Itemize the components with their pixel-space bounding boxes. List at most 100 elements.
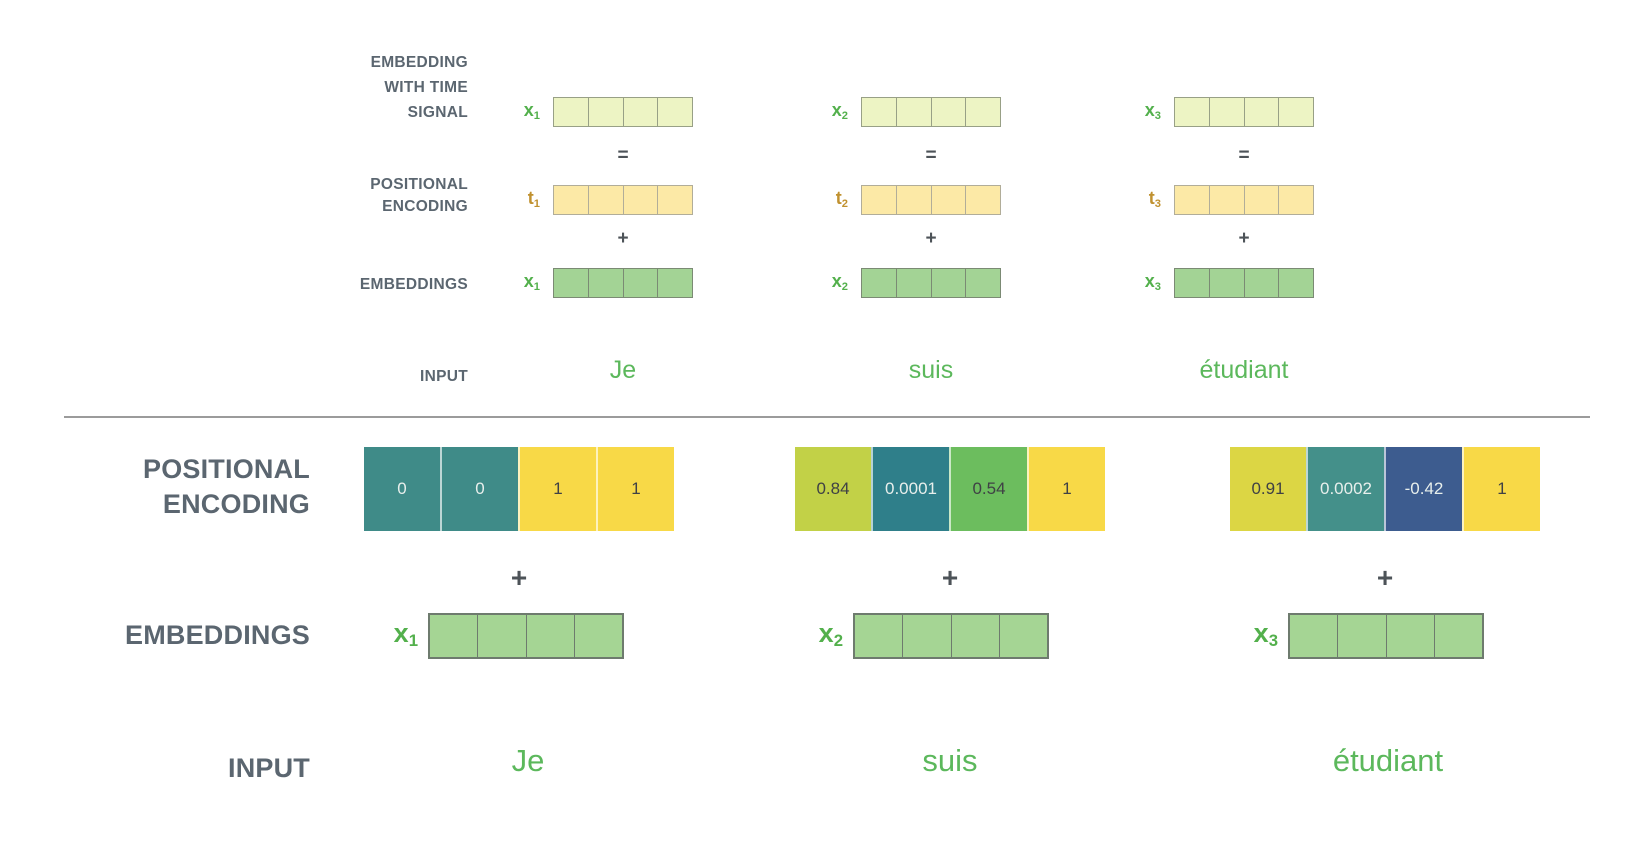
plus-operator-3-bottom: +: [1376, 562, 1394, 593]
top-label-embeddings: EMBEDDINGS: [359, 276, 468, 293]
input-word-suis-top: suis: [908, 356, 954, 384]
plus-operator-2-bottom: +: [941, 562, 959, 593]
top-label-time-signal-line3: SIGNAL: [407, 104, 468, 121]
plus-operator-3-top: +: [1238, 228, 1250, 249]
pe-value-cell: 0.91: [1230, 447, 1306, 531]
vector-label-t1: t1: [527, 188, 540, 210]
positional-encoding-values-2: 0.84 0.0001 0.54 1: [795, 447, 1105, 531]
vector-cell: [1433, 615, 1482, 657]
bottom-label-positional-encoding-line2: ENCODING: [162, 489, 310, 519]
vector-cell: [1278, 98, 1313, 126]
vector-cell: [622, 98, 658, 126]
input-word-etudiant-top: étudiant: [1199, 356, 1289, 384]
plus-operator-2-top: +: [925, 228, 937, 249]
pe-value-cell: 1: [518, 447, 596, 531]
bottom-label-embeddings: EMBEDDINGS: [124, 620, 310, 650]
plus-operator-1-top: +: [617, 228, 629, 249]
vector-cell: [930, 269, 966, 297]
positional-encoding-vector-1-top: [553, 185, 693, 215]
vector-cell: [525, 615, 574, 657]
vector-cell: [622, 186, 658, 214]
vector-cell: [1290, 615, 1337, 657]
time-signal-vector-3: [1174, 97, 1314, 127]
vector-cell: [895, 269, 931, 297]
vector-cell: [1208, 269, 1244, 297]
vector-cell: [902, 615, 950, 657]
top-label-time-signal-line2: WITH TIME: [384, 79, 468, 96]
top-label-positional-encoding-line1: POSITIONAL: [370, 176, 468, 193]
pe-value-cell: 1: [596, 447, 674, 531]
vector-cell: [1278, 269, 1313, 297]
pe-value-cell: 0.0001: [871, 447, 949, 531]
section-divider: [64, 416, 1590, 418]
vector-cell: [895, 186, 931, 214]
positional-encoding-values-3: 0.91 0.0002 -0.42 1: [1230, 447, 1540, 531]
embedding-vector-2-top: [861, 268, 1001, 298]
pe-value-cell: 0.0002: [1306, 447, 1384, 531]
vector-cell: [862, 269, 896, 297]
input-word-suis-bottom: suis: [922, 743, 978, 778]
top-label-positional-encoding: POSITIONAL ENCODING: [0, 174, 468, 218]
vector-cell: [950, 615, 999, 657]
bottom-label-positional-encoding: POSITIONAL ENCODING: [0, 452, 310, 522]
embedding-vector-1-bottom: [428, 613, 624, 659]
vector-cell: [1175, 98, 1209, 126]
vector-label-x2-embedding-top: x2: [831, 271, 848, 293]
pe-value-cell: 1: [1027, 447, 1105, 531]
time-signal-vector-2: [861, 97, 1001, 127]
vector-cell: [430, 615, 477, 657]
equals-operator-3: =: [1238, 145, 1250, 166]
plus-operator-1-bottom: +: [510, 562, 528, 593]
vector-label-x1-time-signal: x1: [523, 100, 540, 122]
vector-label-x1-embedding-top: x1: [523, 271, 540, 293]
embedding-vector-3-top: [1174, 268, 1314, 298]
vector-cell: [1385, 615, 1434, 657]
vector-cell: [930, 186, 966, 214]
vector-cell: [587, 186, 623, 214]
embedding-vector-3-bottom: [1288, 613, 1484, 659]
vector-cell: [1243, 269, 1279, 297]
vector-cell: [1208, 98, 1244, 126]
vector-label-t3: t3: [1148, 188, 1161, 210]
vector-cell: [657, 98, 692, 126]
vector-label-x1-embedding-bottom: x1: [393, 618, 418, 651]
vector-cell: [895, 98, 931, 126]
positional-encoding-vector-3-top: [1174, 185, 1314, 215]
vector-label-x2-embedding-bottom: x2: [818, 618, 843, 651]
vector-cell: [930, 98, 966, 126]
pe-value-cell: 0.84: [795, 447, 871, 531]
pe-value-cell: 0: [364, 447, 440, 531]
vector-cell: [965, 269, 1000, 297]
top-label-time-signal: EMBEDDING WITH TIME SIGNAL: [0, 50, 468, 125]
vector-cell: [1175, 269, 1209, 297]
vector-label-t2: t2: [835, 188, 848, 210]
vector-label-x2-time-signal: x2: [831, 100, 848, 122]
pe-value-cell: 0: [440, 447, 518, 531]
vector-cell: [1243, 98, 1279, 126]
top-label-positional-encoding-line2: ENCODING: [382, 198, 468, 215]
positional-encoding-values-1: 0 0 1 1: [364, 447, 674, 531]
vector-cell: [657, 269, 692, 297]
vector-cell: [855, 615, 902, 657]
vector-cell: [1278, 186, 1313, 214]
vector-cell: [573, 615, 622, 657]
vector-cell: [554, 186, 588, 214]
time-signal-vector-1: [553, 97, 693, 127]
input-word-je-top: Je: [609, 356, 637, 384]
vector-cell: [862, 186, 896, 214]
vector-cell: [1243, 186, 1279, 214]
vector-cell: [477, 615, 525, 657]
vector-cell: [587, 269, 623, 297]
pe-value-cell: 0.54: [949, 447, 1027, 531]
vector-cell: [1208, 186, 1244, 214]
vector-cell: [657, 186, 692, 214]
embedding-vector-1-top: [553, 268, 693, 298]
vector-cell: [554, 98, 588, 126]
vector-cell: [998, 615, 1047, 657]
pe-value-cell: -0.42: [1384, 447, 1462, 531]
vector-cell: [965, 98, 1000, 126]
pe-value-cell: 1: [1462, 447, 1540, 531]
vector-cell: [587, 98, 623, 126]
vector-cell: [1337, 615, 1385, 657]
